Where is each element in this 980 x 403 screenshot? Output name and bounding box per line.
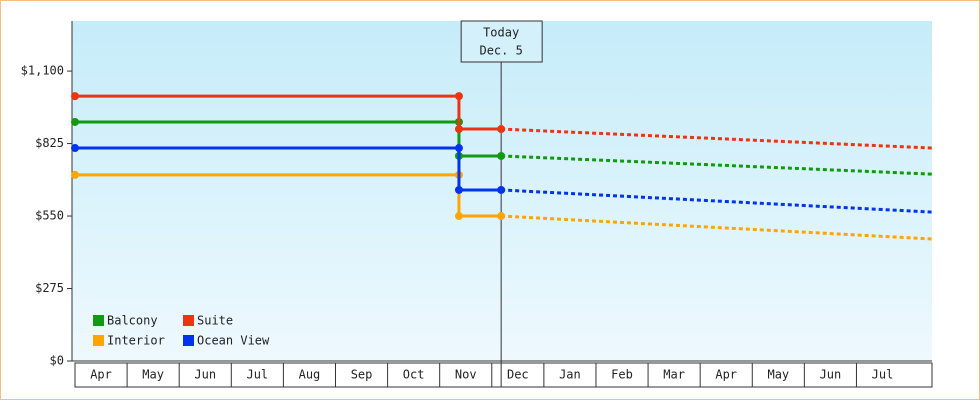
point bbox=[71, 144, 79, 153]
series-line bbox=[75, 120, 502, 158]
point bbox=[497, 185, 506, 194]
legend-label: Ocean View bbox=[197, 334, 270, 348]
y-tick-label: $0 bbox=[50, 354, 64, 368]
x-tick-label: Mar bbox=[663, 368, 685, 382]
x-tick-label: Apr bbox=[90, 368, 112, 382]
point bbox=[454, 212, 463, 221]
point bbox=[71, 117, 79, 126]
legend-swatch bbox=[183, 335, 194, 346]
x-tick-label: Jun bbox=[820, 368, 842, 382]
today-box bbox=[460, 20, 543, 63]
y-tick-label: $275 bbox=[35, 281, 64, 295]
point bbox=[497, 212, 506, 221]
point bbox=[454, 125, 463, 134]
series-line bbox=[75, 94, 502, 131]
legend-label: Interior bbox=[107, 334, 165, 348]
today-label: Dec. 5 bbox=[479, 44, 522, 58]
x-tick-label: Dec bbox=[507, 368, 529, 382]
x-tick-label: Jan bbox=[559, 368, 581, 382]
forecast-line bbox=[501, 214, 933, 241]
point bbox=[454, 185, 463, 194]
x-tick-label: Nov bbox=[455, 368, 477, 382]
point bbox=[71, 170, 79, 179]
y-tick-label: $825 bbox=[35, 136, 64, 150]
y-tick-label: $550 bbox=[35, 209, 64, 223]
point bbox=[497, 125, 506, 134]
x-tick-label: Jul bbox=[872, 368, 894, 382]
point bbox=[497, 151, 506, 160]
x-axis-band bbox=[74, 362, 933, 388]
legend-swatch bbox=[183, 315, 194, 326]
point bbox=[454, 144, 463, 153]
forecast-line bbox=[501, 127, 933, 150]
legend-label: Balcony bbox=[107, 314, 158, 328]
y-tick-label: $1,100 bbox=[21, 64, 64, 78]
x-tick-label: Sep bbox=[351, 368, 373, 382]
x-tick-label: Aug bbox=[299, 368, 321, 382]
series-line bbox=[75, 173, 502, 218]
point bbox=[454, 92, 463, 101]
x-tick-label: Feb bbox=[611, 368, 633, 382]
x-tick-label: Oct bbox=[403, 368, 425, 382]
x-tick-label: May bbox=[142, 368, 164, 382]
forecast-line bbox=[501, 154, 933, 176]
today-label: Today bbox=[483, 26, 519, 40]
legend-swatch bbox=[93, 315, 104, 326]
x-tick-label: Jun bbox=[194, 368, 216, 382]
legend-swatch bbox=[93, 335, 104, 346]
x-tick-label: Jul bbox=[246, 368, 268, 382]
legend-label: Suite bbox=[197, 314, 233, 328]
x-tick-label: May bbox=[767, 368, 789, 382]
series-line bbox=[75, 146, 502, 192]
x-tick-label: Apr bbox=[715, 368, 737, 382]
point bbox=[71, 92, 79, 101]
forecast-line bbox=[501, 188, 933, 214]
